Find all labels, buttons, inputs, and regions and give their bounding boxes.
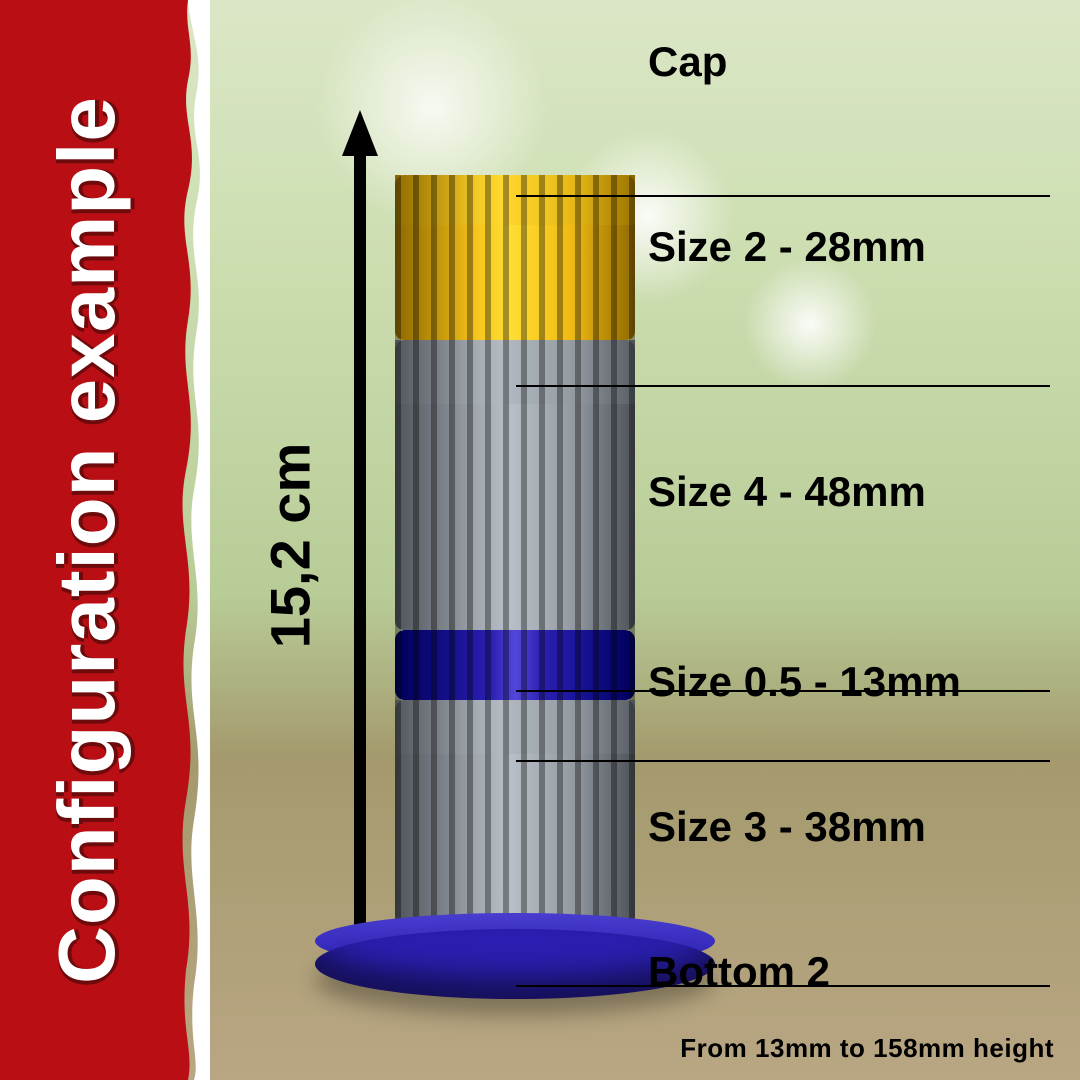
dimension-indicator: 15,2 cm bbox=[260, 110, 380, 980]
callout-label: Bottom 2 bbox=[648, 948, 830, 996]
dimension-label: 15,2 cm bbox=[258, 442, 323, 648]
banner-title: Configuration example bbox=[41, 96, 133, 984]
callout-label: Size 2 - 28mm bbox=[648, 223, 926, 271]
banner-torn-edge bbox=[170, 0, 210, 1080]
left-banner: Configuration example bbox=[0, 0, 210, 1080]
segment-s2 bbox=[395, 175, 635, 340]
callout-column: Cap Size 2 - 28mm Size 4 - 48mm Size 0.5 - … bbox=[636, 0, 1050, 1080]
segment-s3 bbox=[395, 700, 635, 925]
callout-s4: Size 4 - 48mm bbox=[636, 516, 1040, 576]
footnote: From 13mm to 158mm height bbox=[680, 1033, 1054, 1064]
configured-object bbox=[395, 75, 635, 1015]
callout-label: Size 3 - 38mm bbox=[648, 803, 926, 851]
dimension-arrow bbox=[340, 110, 380, 980]
callout-label: Cap bbox=[648, 38, 727, 86]
divider-line-2 bbox=[516, 690, 1050, 692]
divider-line-0 bbox=[516, 195, 1050, 197]
segment-cap bbox=[395, 75, 635, 175]
callout-s05: Size 0.5 - 13mm bbox=[636, 706, 1040, 766]
callout-s2: Size 2 - 28mm bbox=[636, 271, 1040, 331]
callout-cap: Cap bbox=[636, 86, 1040, 146]
callout-label: Size 4 - 48mm bbox=[648, 468, 926, 516]
callout-label: Size 0.5 - 13mm bbox=[648, 658, 961, 706]
infographic-canvas: Configuration example 15,2 cm Cap Size 2 … bbox=[0, 0, 1080, 1080]
divider-line-3 bbox=[516, 760, 1050, 762]
divider-line-4 bbox=[516, 985, 1050, 987]
divider-line-1 bbox=[516, 385, 1050, 387]
segment-s4 bbox=[395, 340, 635, 630]
callout-s3: Size 3 - 38mm bbox=[636, 851, 1040, 911]
